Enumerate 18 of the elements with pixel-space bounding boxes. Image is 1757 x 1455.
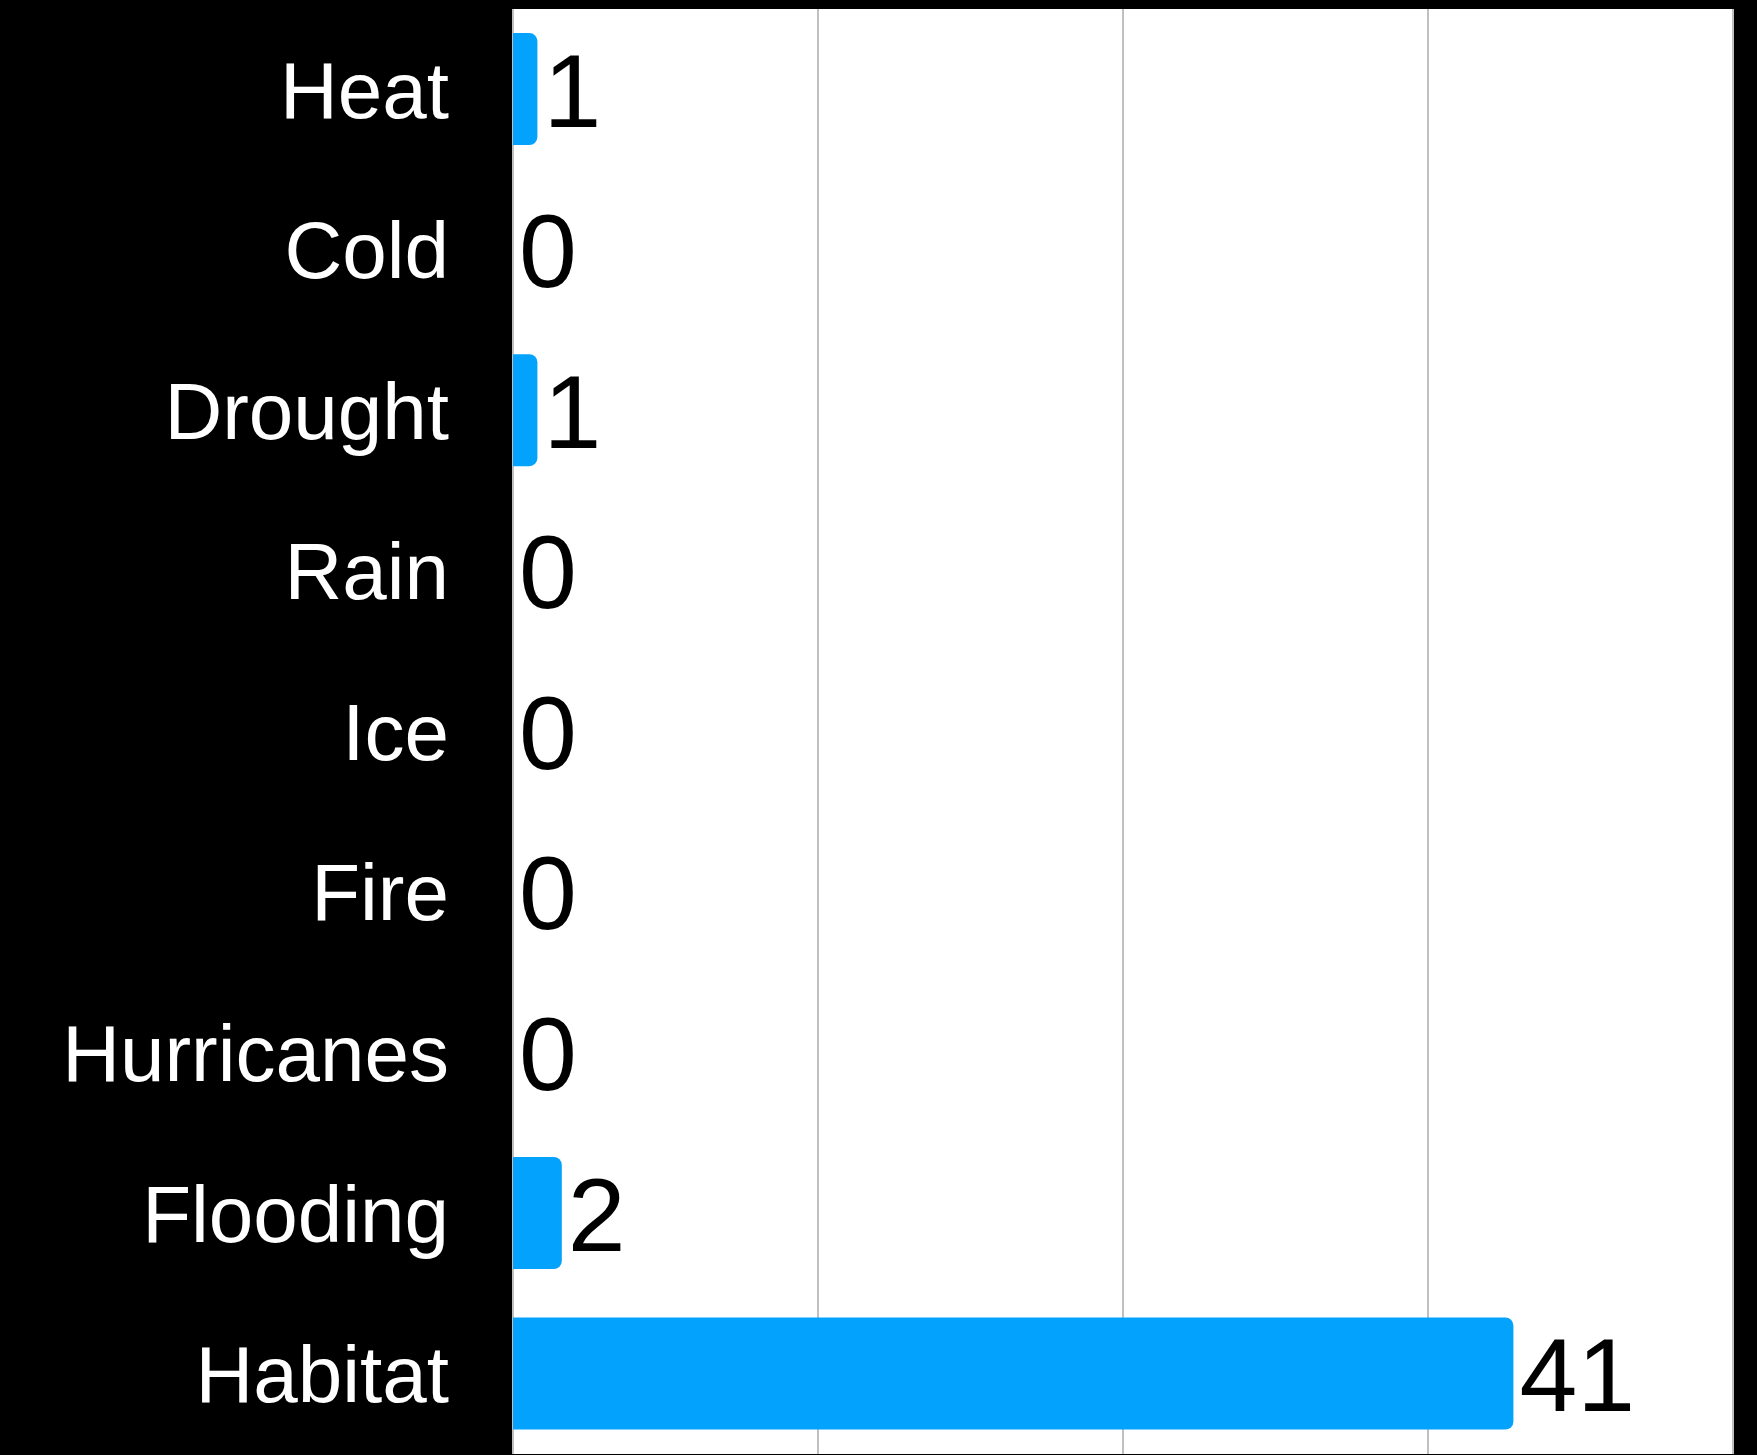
y-tick-label: Flooding xyxy=(142,1169,449,1259)
data-label: 41 xyxy=(1519,1317,1636,1434)
data-label: 2 xyxy=(567,1156,626,1273)
data-label: 0 xyxy=(519,514,577,631)
y-tick-label: Rain xyxy=(284,527,449,617)
y-tick-label: Habitat xyxy=(195,1330,449,1420)
y-tick-label: Cold xyxy=(284,206,449,296)
data-label: 0 xyxy=(519,996,577,1113)
y-tick-label: Heat xyxy=(280,45,449,135)
y-tick-label: Ice xyxy=(342,687,449,777)
data-label: 1 xyxy=(543,32,602,149)
data-label: 0 xyxy=(519,674,577,791)
y-tick-label: Fire xyxy=(311,848,449,938)
data-label: 1 xyxy=(543,353,602,470)
data-label: 0 xyxy=(519,835,577,952)
data-label: 0 xyxy=(519,193,577,310)
y-tick-label: Hurricanes xyxy=(62,1009,449,1099)
y-tick-label: Drought xyxy=(164,366,449,456)
